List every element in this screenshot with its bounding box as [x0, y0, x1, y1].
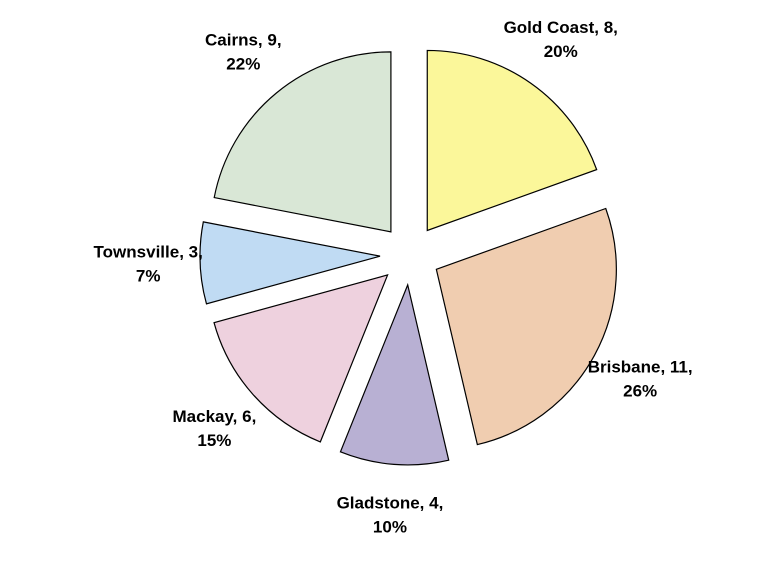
- data-label: 10%: [373, 518, 407, 537]
- data-label: 7%: [136, 267, 161, 286]
- data-label: Mackay, 6,: [173, 407, 257, 426]
- data-label: 22%: [226, 54, 260, 73]
- data-label: Gold Coast, 8,: [504, 18, 618, 37]
- data-label: Townsville, 3,: [94, 243, 203, 262]
- pie-slice: [435, 207, 617, 446]
- data-label: 20%: [544, 42, 578, 61]
- data-label: Gladstone, 4,: [337, 494, 444, 513]
- pie-slice: [426, 49, 598, 232]
- data-label: 26%: [623, 382, 657, 401]
- pie-slice: [213, 274, 389, 443]
- pie-slice: [199, 221, 381, 305]
- data-label: Brisbane, 11,: [588, 358, 693, 377]
- pie-slice: [213, 51, 392, 233]
- data-label: Cairns, 9,: [205, 30, 282, 49]
- pie-slice: [339, 282, 450, 466]
- data-label: 15%: [197, 431, 231, 450]
